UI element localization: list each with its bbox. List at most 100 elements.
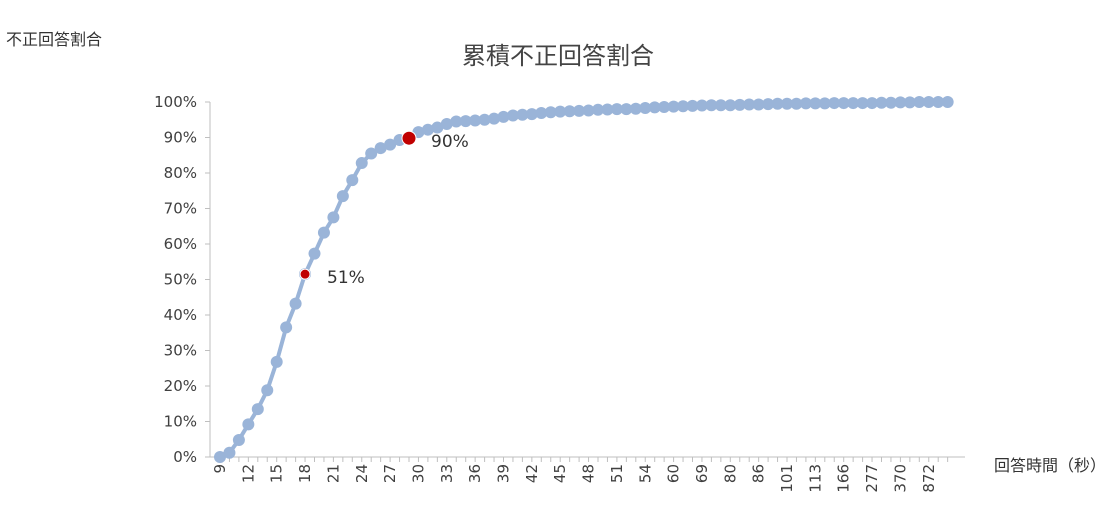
data-point: [677, 100, 690, 113]
x-tick-label: 86: [750, 464, 768, 483]
data-point: [629, 102, 642, 115]
data-point: [856, 97, 869, 110]
data-point: [261, 384, 274, 397]
y-tick-label: 20%: [164, 377, 197, 395]
x-tick-label: 33: [438, 464, 456, 483]
chart-title: 累積不正回答割合: [462, 42, 654, 70]
y-tick-label: 40%: [164, 306, 197, 324]
x-tick-label: 60: [665, 464, 683, 483]
data-point: [317, 226, 330, 239]
data-point: [469, 114, 482, 127]
data-point: [941, 96, 954, 108]
x-tick-label: 27: [381, 464, 399, 483]
data-point: [667, 100, 680, 113]
x-tick-label: 30: [409, 464, 427, 483]
data-point: [280, 321, 293, 334]
data-point: [497, 110, 510, 123]
x-tick-label: 166: [835, 464, 853, 493]
data-point: [762, 98, 775, 111]
data-point: [828, 97, 841, 110]
y-tick-label: 90%: [164, 129, 197, 147]
data-point: [658, 100, 671, 113]
data-point: [686, 99, 699, 112]
data-point: [894, 96, 907, 109]
axes: 0% 10% 20% 30% 40% 50% 60% 70% 80% 90% 100% 9 12 15 18…: [154, 93, 965, 493]
x-tick-label: 9: [211, 464, 229, 474]
x-tick-label: 42: [523, 464, 541, 483]
data-point: [724, 99, 737, 112]
data-point: [771, 97, 784, 110]
x-tick-label: 36: [466, 464, 484, 483]
highlight-label: 51%: [327, 268, 365, 288]
data-point: [554, 105, 567, 118]
highlight-layer: 51% 90%: [299, 130, 469, 288]
data-point: [450, 115, 463, 128]
data-point: [223, 446, 236, 459]
data-point: [705, 99, 718, 112]
data-point: [355, 157, 368, 170]
x-tick-label: 80: [721, 464, 739, 483]
y-tick-label: 100%: [154, 93, 197, 111]
y-tick-label: 70%: [164, 200, 197, 218]
data-point: [421, 123, 434, 136]
y-tick-label: 50%: [164, 271, 197, 289]
data-point: [639, 102, 652, 115]
y-tick-label: 60%: [164, 235, 197, 253]
data-point: [592, 103, 604, 116]
x-tick-label: 872: [920, 464, 938, 493]
x-tick-label: 48: [580, 464, 598, 483]
data-point: [847, 97, 860, 110]
x-tick-label: 370: [891, 464, 909, 493]
data-point: [790, 97, 803, 110]
data-point: [573, 104, 586, 117]
data-point: [232, 433, 245, 446]
y-tick-label: 0%: [173, 448, 197, 466]
data-point: [242, 418, 255, 431]
data-point: [336, 190, 349, 203]
x-tick-label: 277: [863, 464, 881, 493]
x-tick-label: 54: [636, 464, 654, 483]
data-point: [251, 403, 264, 416]
data-point: [431, 121, 444, 134]
data-point: [346, 174, 359, 187]
x-tick-label: 21: [324, 464, 342, 483]
x-tick-label: 113: [806, 464, 824, 493]
data-point: [365, 147, 378, 160]
data-point: [440, 118, 453, 131]
data-point: [714, 99, 727, 112]
data-point: [866, 97, 879, 110]
data-point: [516, 108, 529, 121]
data-point: [289, 297, 302, 310]
highlight-point: [401, 130, 417, 146]
highlight-point: [299, 268, 311, 280]
y-tick-label: 10%: [164, 413, 197, 431]
data-point: [837, 97, 850, 110]
data-point: [875, 96, 888, 109]
data-point: [308, 247, 321, 260]
data-point: [563, 105, 576, 118]
data-point: [535, 107, 548, 120]
data-point: [620, 103, 633, 116]
data-point: [752, 98, 765, 111]
data-point: [478, 113, 491, 126]
data-point: [327, 211, 340, 224]
data-point: [913, 96, 926, 108]
data-point: [214, 451, 226, 463]
data-point: [544, 106, 557, 119]
data-point: [733, 98, 746, 111]
data-point: [459, 115, 472, 128]
x-tick-label: 39: [495, 464, 513, 483]
x-tick-label: 18: [296, 464, 314, 483]
data-point: [743, 98, 756, 111]
data-point: [582, 104, 595, 117]
series-layer: [214, 96, 954, 463]
x-tick-label: 12: [239, 464, 257, 483]
data-point: [799, 97, 812, 110]
data-point: [884, 96, 897, 109]
data-point: [922, 96, 935, 108]
data-point: [932, 96, 945, 108]
y-axis-title: 不正回答割合: [6, 30, 103, 49]
data-point: [384, 138, 397, 151]
x-tick-label: 45: [551, 464, 569, 483]
